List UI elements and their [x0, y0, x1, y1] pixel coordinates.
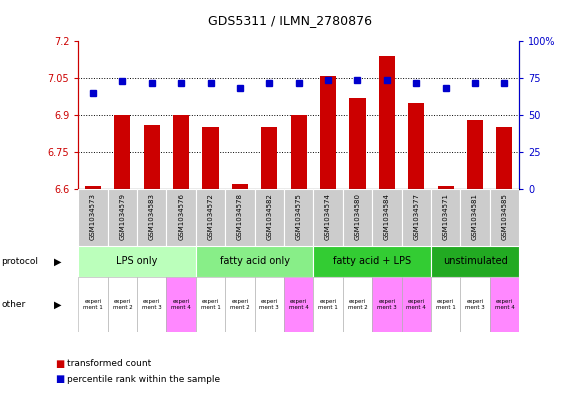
Bar [137, 277, 166, 332]
Bar [490, 277, 519, 332]
Bar [490, 189, 519, 246]
Bar [431, 189, 461, 246]
Text: GSM1034579: GSM1034579 [119, 193, 125, 240]
Bar [225, 277, 255, 332]
Bar [196, 246, 313, 277]
Bar [467, 120, 483, 189]
Text: GSM1034574: GSM1034574 [325, 193, 331, 240]
Bar [78, 246, 196, 277]
Text: other: other [1, 300, 26, 309]
Text: transformed count: transformed count [67, 359, 151, 368]
Text: protocol: protocol [1, 257, 38, 266]
Bar [225, 189, 255, 246]
Text: GSM1034585: GSM1034585 [501, 193, 508, 240]
Text: experi
ment 4: experi ment 4 [289, 299, 309, 310]
Bar [108, 189, 137, 246]
Text: GSM1034582: GSM1034582 [266, 193, 273, 240]
Text: ■: ■ [55, 358, 64, 369]
Text: fatty acid + LPS: fatty acid + LPS [333, 256, 411, 266]
Bar [349, 98, 365, 189]
Text: ■: ■ [55, 374, 64, 384]
Bar [496, 127, 513, 189]
Bar [232, 184, 248, 189]
Bar [166, 277, 196, 332]
Bar [461, 277, 490, 332]
Text: experi
ment 1: experi ment 1 [83, 299, 103, 310]
Text: experi
ment 1: experi ment 1 [318, 299, 338, 310]
Text: GDS5311 / ILMN_2780876: GDS5311 / ILMN_2780876 [208, 14, 372, 27]
Text: experi
ment 3: experi ment 3 [259, 299, 279, 310]
Bar [320, 75, 336, 189]
Bar [313, 277, 343, 332]
Text: experi
ment 3: experi ment 3 [377, 299, 397, 310]
Bar [255, 277, 284, 332]
Text: experi
ment 2: experi ment 2 [230, 299, 250, 310]
Bar [401, 189, 431, 246]
Bar [461, 189, 490, 246]
Text: ▶: ▶ [55, 256, 61, 266]
Bar [379, 56, 395, 189]
Text: GSM1034578: GSM1034578 [237, 193, 243, 240]
Text: GSM1034572: GSM1034572 [208, 193, 213, 240]
Text: GSM1034583: GSM1034583 [148, 193, 155, 240]
Bar [85, 186, 101, 189]
Bar [196, 189, 225, 246]
Bar [437, 186, 454, 189]
Text: GSM1034576: GSM1034576 [178, 193, 184, 240]
Bar [144, 125, 160, 189]
Bar [401, 277, 431, 332]
Bar [291, 115, 307, 189]
Bar [431, 277, 461, 332]
Bar [261, 127, 277, 189]
Text: experi
ment 2: experi ment 2 [347, 299, 367, 310]
Text: experi
ment 4: experi ment 4 [171, 299, 191, 310]
Text: experi
ment 3: experi ment 3 [142, 299, 162, 310]
Bar [196, 277, 225, 332]
Bar [343, 277, 372, 332]
Bar [313, 189, 343, 246]
Text: LPS only: LPS only [117, 256, 158, 266]
Bar [343, 189, 372, 246]
Bar [108, 277, 137, 332]
Text: experi
ment 2: experi ment 2 [113, 299, 132, 310]
Bar [255, 189, 284, 246]
Bar [372, 189, 401, 246]
Text: experi
ment 3: experi ment 3 [465, 299, 485, 310]
Bar [166, 189, 196, 246]
Text: fatty acid only: fatty acid only [220, 256, 289, 266]
Bar [78, 189, 108, 246]
Bar [173, 115, 189, 189]
Bar [137, 189, 166, 246]
Text: experi
ment 1: experi ment 1 [436, 299, 455, 310]
Text: GSM1034581: GSM1034581 [472, 193, 478, 240]
Text: ▶: ▶ [55, 299, 61, 310]
Text: GSM1034573: GSM1034573 [90, 193, 96, 240]
Bar [284, 277, 313, 332]
Bar [284, 189, 313, 246]
Text: GSM1034580: GSM1034580 [354, 193, 361, 240]
Bar [431, 246, 519, 277]
Bar [408, 103, 425, 189]
Bar [202, 127, 219, 189]
Text: experi
ment 4: experi ment 4 [407, 299, 426, 310]
Bar [313, 246, 431, 277]
Text: GSM1034577: GSM1034577 [413, 193, 419, 240]
Text: experi
ment 4: experi ment 4 [495, 299, 514, 310]
Text: unstimulated: unstimulated [443, 256, 508, 266]
Text: experi
ment 1: experi ment 1 [201, 299, 220, 310]
Bar [114, 115, 130, 189]
Bar [372, 277, 401, 332]
Text: GSM1034575: GSM1034575 [296, 193, 302, 240]
Text: GSM1034584: GSM1034584 [384, 193, 390, 240]
Bar [78, 277, 108, 332]
Text: percentile rank within the sample: percentile rank within the sample [67, 375, 220, 384]
Text: GSM1034571: GSM1034571 [443, 193, 449, 240]
